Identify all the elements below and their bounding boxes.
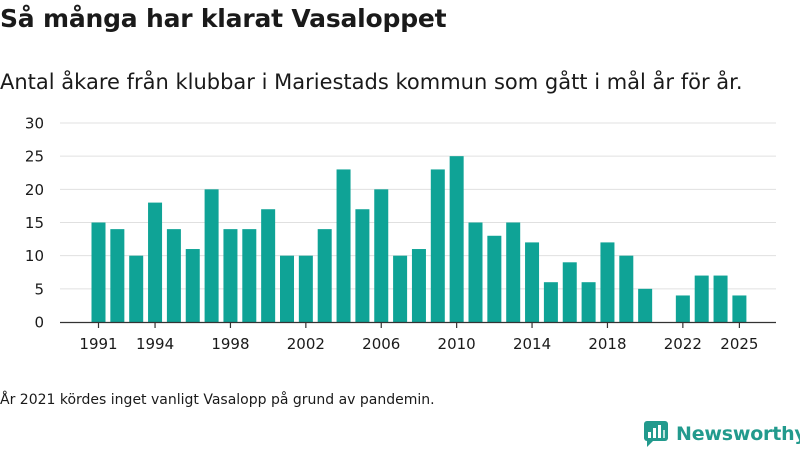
y-tick-label: 30 xyxy=(25,115,44,133)
bar-2000 xyxy=(261,209,276,322)
bar-2014 xyxy=(525,242,540,322)
y-tick-label: 15 xyxy=(25,214,44,232)
bar-2007 xyxy=(393,255,408,322)
bar-1998 xyxy=(223,229,238,322)
y-tick-label: 20 xyxy=(25,181,44,199)
bar-2016 xyxy=(562,262,577,322)
bar-2019 xyxy=(619,255,634,322)
newsworthy-icon xyxy=(644,421,668,447)
x-tick-label: 1998 xyxy=(211,335,249,353)
bar-2017 xyxy=(581,282,596,322)
chart-subtitle: Antal åkare från klubbar i Mariestads ko… xyxy=(0,70,743,94)
x-tick-label: 1994 xyxy=(136,335,174,353)
x-tick-label: 1991 xyxy=(79,335,117,353)
bar-2009 xyxy=(430,169,445,322)
x-tick-label: 2014 xyxy=(513,335,551,353)
y-tick-label: 0 xyxy=(34,314,44,332)
bar-2010 xyxy=(449,156,464,322)
bar-2003 xyxy=(317,229,332,322)
bar-2020 xyxy=(638,288,653,322)
bar-2023 xyxy=(694,275,709,322)
y-tick-label: 25 xyxy=(25,148,44,166)
bar-1996 xyxy=(185,249,200,322)
x-tick-label: 2006 xyxy=(362,335,400,353)
y-tick-label: 5 xyxy=(34,280,44,298)
chart-title: Så många har klarat Vasaloppet xyxy=(0,4,447,33)
bar-2005 xyxy=(355,209,370,322)
bar-1993 xyxy=(129,255,144,322)
bar-2002 xyxy=(298,255,313,322)
bar-2011 xyxy=(468,222,483,322)
bar-2001 xyxy=(280,255,294,322)
bar-1995 xyxy=(166,229,181,322)
x-tick-label: 2002 xyxy=(287,335,325,353)
bar-2022 xyxy=(675,295,690,322)
bar-2024 xyxy=(713,275,728,322)
bar-2006 xyxy=(374,189,389,322)
bar-1992 xyxy=(110,229,125,322)
brand-name: Newsworthy xyxy=(676,423,800,445)
bar-2008 xyxy=(411,249,426,322)
bar-2018 xyxy=(600,242,615,322)
bar-2015 xyxy=(543,282,558,322)
bar-1994 xyxy=(148,202,163,322)
x-tick-label: 2022 xyxy=(664,335,702,353)
bar-2004 xyxy=(336,169,351,322)
bar-1997 xyxy=(204,189,219,322)
bar-2012 xyxy=(487,235,502,322)
y-tick-label: 10 xyxy=(25,247,44,265)
x-tick-label: 2018 xyxy=(588,335,626,353)
bar-1991 xyxy=(91,222,106,322)
footnote: År 2021 kördes inget vanligt Vasalopp på… xyxy=(0,392,435,408)
newsworthy-logo: Newsworthy xyxy=(644,420,800,448)
bar-2025 xyxy=(732,295,747,322)
x-tick-label: 2010 xyxy=(438,335,476,353)
x-tick-label: 2025 xyxy=(720,335,758,353)
bar-2013 xyxy=(506,222,521,322)
bar-1999 xyxy=(242,229,257,322)
